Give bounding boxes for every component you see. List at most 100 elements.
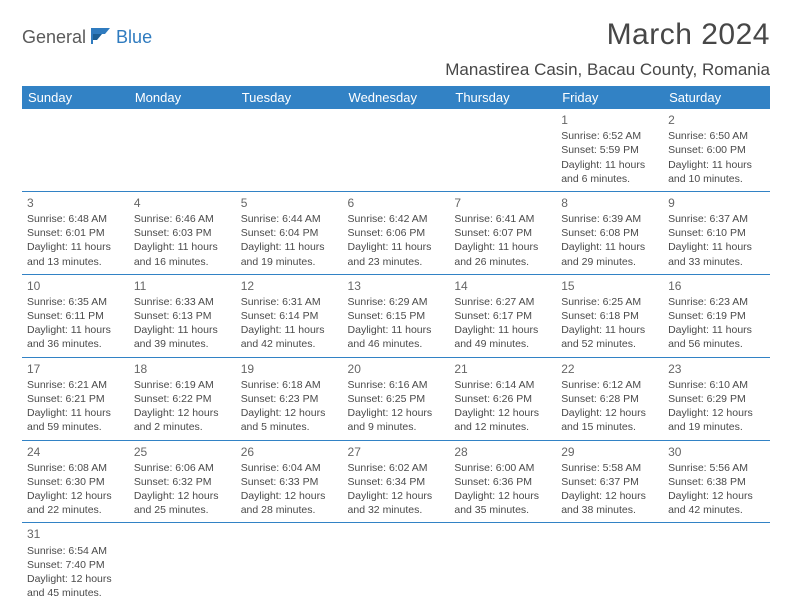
logo-flag-icon xyxy=(90,26,112,49)
calendar-row: 24Sunrise: 6:08 AMSunset: 6:30 PM Dayligh… xyxy=(22,440,770,523)
calendar-cell: 14Sunrise: 6:27 AMSunset: 6:17 PMDayligh… xyxy=(449,274,556,357)
daylight-text-2: and 19 minutes. xyxy=(668,420,765,434)
sunrise-text: Sunrise: 6:25 AM xyxy=(561,295,658,309)
calendar-cell: 26Sunrise: 6:04 AMSunset: 6:33 PMDayligh… xyxy=(236,440,343,523)
sunset-text: Sunset: 6:38 PM xyxy=(668,475,765,489)
logo-text-general: General xyxy=(22,27,86,48)
dow-tue: Tuesday xyxy=(236,86,343,109)
day-number: 17 xyxy=(27,361,124,377)
daylight-text-2: and 10 minutes. xyxy=(668,172,765,186)
daylight-text-2: and 42 minutes. xyxy=(668,503,765,517)
daylight-text: Daylight: 12 hours xyxy=(134,489,231,503)
day-number: 13 xyxy=(348,278,445,294)
header: General Blue March 2024 Manastirea Casin… xyxy=(22,18,770,80)
sunset-text: Sunset: 6:06 PM xyxy=(348,226,445,240)
day-number: 5 xyxy=(241,195,338,211)
daylight-text: Daylight: 12 hours xyxy=(668,406,765,420)
daylight-text-2: and 32 minutes. xyxy=(348,503,445,517)
daylight-text-2: and 49 minutes. xyxy=(454,337,551,351)
calendar-row: 17Sunrise: 6:21 AMSunset: 6:21 PMDayligh… xyxy=(22,357,770,440)
daylight-text: Daylight: 11 hours xyxy=(561,158,658,172)
daylight-text-2: and 6 minutes. xyxy=(561,172,658,186)
daylight-text-2: and 25 minutes. xyxy=(134,503,231,517)
daylight-text: Daylight: 12 hours xyxy=(561,489,658,503)
calendar-cell xyxy=(236,109,343,191)
sunset-text: Sunset: 6:30 PM xyxy=(27,475,124,489)
daylight-text: Daylight: 12 hours xyxy=(241,489,338,503)
daylight-text-2: and 23 minutes. xyxy=(348,255,445,269)
sunset-text: Sunset: 6:00 PM xyxy=(668,143,765,157)
day-number: 14 xyxy=(454,278,551,294)
sunset-text: Sunset: 6:19 PM xyxy=(668,309,765,323)
day-number: 28 xyxy=(454,444,551,460)
daylight-text-2: and 22 minutes. xyxy=(27,503,124,517)
day-number: 24 xyxy=(27,444,124,460)
dow-fri: Friday xyxy=(556,86,663,109)
daylight-text-2: and 46 minutes. xyxy=(348,337,445,351)
sunset-text: Sunset: 6:28 PM xyxy=(561,392,658,406)
daylight-text: Daylight: 12 hours xyxy=(348,489,445,503)
calendar-cell: 21Sunrise: 6:14 AMSunset: 6:26 PMDayligh… xyxy=(449,357,556,440)
day-number: 31 xyxy=(27,526,124,542)
sunset-text: Sunset: 5:59 PM xyxy=(561,143,658,157)
sunset-text: Sunset: 6:34 PM xyxy=(348,475,445,489)
calendar-cell: 9Sunrise: 6:37 AMSunset: 6:10 PMDaylight… xyxy=(663,191,770,274)
daylight-text: Daylight: 11 hours xyxy=(454,240,551,254)
calendar-cell: 13Sunrise: 6:29 AMSunset: 6:15 PMDayligh… xyxy=(343,274,450,357)
sunrise-text: Sunrise: 6:08 AM xyxy=(27,461,124,475)
sunrise-text: Sunrise: 6:39 AM xyxy=(561,212,658,226)
daylight-text-2: and 13 minutes. xyxy=(27,255,124,269)
sunrise-text: Sunrise: 6:21 AM xyxy=(27,378,124,392)
daylight-text: Daylight: 11 hours xyxy=(134,323,231,337)
calendar-cell: 11Sunrise: 6:33 AMSunset: 6:13 PMDayligh… xyxy=(129,274,236,357)
day-number: 23 xyxy=(668,361,765,377)
day-number: 25 xyxy=(134,444,231,460)
sunrise-text: Sunrise: 6:29 AM xyxy=(348,295,445,309)
day-number: 29 xyxy=(561,444,658,460)
daylight-text-2: and 2 minutes. xyxy=(134,420,231,434)
day-number: 8 xyxy=(561,195,658,211)
calendar-cell: 29Sunrise: 5:58 AMSunset: 6:37 PMDayligh… xyxy=(556,440,663,523)
day-number: 10 xyxy=(27,278,124,294)
sunrise-text: Sunrise: 5:56 AM xyxy=(668,461,765,475)
day-number: 12 xyxy=(241,278,338,294)
sunset-text: Sunset: 6:01 PM xyxy=(27,226,124,240)
sunrise-text: Sunrise: 6:48 AM xyxy=(27,212,124,226)
daylight-text-2: and 39 minutes. xyxy=(134,337,231,351)
sunset-text: Sunset: 6:03 PM xyxy=(134,226,231,240)
sunset-text: Sunset: 6:17 PM xyxy=(454,309,551,323)
daylight-text: Daylight: 11 hours xyxy=(348,240,445,254)
sunrise-text: Sunrise: 6:27 AM xyxy=(454,295,551,309)
sunset-text: Sunset: 6:04 PM xyxy=(241,226,338,240)
sunset-text: Sunset: 6:25 PM xyxy=(348,392,445,406)
sunrise-text: Sunrise: 6:19 AM xyxy=(134,378,231,392)
day-number: 9 xyxy=(668,195,765,211)
month-title: March 2024 xyxy=(445,18,770,52)
daylight-text-2: and 59 minutes. xyxy=(27,420,124,434)
day-number: 4 xyxy=(134,195,231,211)
sunset-text: Sunset: 6:26 PM xyxy=(454,392,551,406)
calendar-cell: 7Sunrise: 6:41 AMSunset: 6:07 PMDaylight… xyxy=(449,191,556,274)
sunrise-text: Sunrise: 6:42 AM xyxy=(348,212,445,226)
calendar-cell: 12Sunrise: 6:31 AMSunset: 6:14 PMDayligh… xyxy=(236,274,343,357)
daylight-text-2: and 45 minutes. xyxy=(27,586,124,600)
sunset-text: Sunset: 6:36 PM xyxy=(454,475,551,489)
calendar-cell: 5Sunrise: 6:44 AMSunset: 6:04 PMDaylight… xyxy=(236,191,343,274)
daylight-text-2: and 42 minutes. xyxy=(241,337,338,351)
daylight-text-2: and 28 minutes. xyxy=(241,503,338,517)
day-number: 7 xyxy=(454,195,551,211)
daylight-text: Daylight: 12 hours xyxy=(454,489,551,503)
sunrise-text: Sunrise: 6:16 AM xyxy=(348,378,445,392)
sunrise-text: Sunrise: 6:54 AM xyxy=(27,544,124,558)
daylight-text-2: and 35 minutes. xyxy=(454,503,551,517)
daylight-text: Daylight: 11 hours xyxy=(668,240,765,254)
sunrise-text: Sunrise: 6:06 AM xyxy=(134,461,231,475)
day-number: 6 xyxy=(348,195,445,211)
daylight-text-2: and 33 minutes. xyxy=(668,255,765,269)
sunrise-text: Sunrise: 6:23 AM xyxy=(668,295,765,309)
calendar-cell xyxy=(343,523,450,605)
title-block: March 2024 Manastirea Casin, Bacau Count… xyxy=(445,18,770,80)
calendar-cell: 24Sunrise: 6:08 AMSunset: 6:30 PMDayligh… xyxy=(22,440,129,523)
day-number: 19 xyxy=(241,361,338,377)
calendar-cell: 30Sunrise: 5:56 AMSunset: 6:38 PMDayligh… xyxy=(663,440,770,523)
